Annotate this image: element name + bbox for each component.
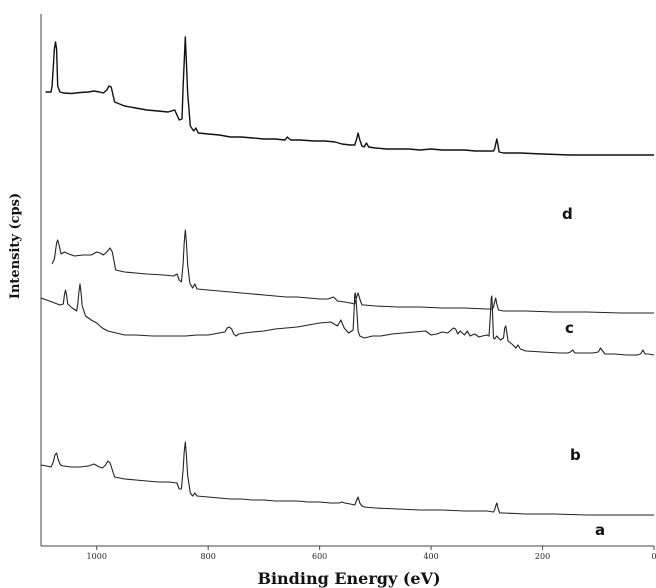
spectrum-trace-c (51, 229, 654, 314)
spectrum-trace-d (45, 36, 654, 156)
x-tick-label: 800 (201, 552, 216, 561)
trace-label-c: c (565, 319, 574, 337)
x-axis-label: Binding Energy (eV) (257, 569, 440, 588)
trace-label-d: d (562, 205, 573, 223)
y-axis-label: Intensity (cps) (8, 193, 23, 299)
x-axis-ticks: 1000 800 600 400 200 0 (87, 546, 656, 561)
spectrum-trace-b (40, 283, 655, 356)
x-tick-label: 1000 (87, 552, 107, 561)
trace-labels: d c b a (562, 205, 605, 539)
spectra-traces (40, 36, 655, 516)
x-tick-label: 0 (651, 552, 656, 561)
x-tick-label: 200 (535, 552, 550, 561)
x-tick-label: 600 (312, 552, 327, 561)
x-tick-label: 400 (423, 552, 438, 561)
spectrum-trace-a (40, 441, 654, 516)
plot-axes (40, 14, 654, 547)
trace-label-b: b (570, 446, 581, 464)
trace-label-a: a (595, 521, 605, 539)
